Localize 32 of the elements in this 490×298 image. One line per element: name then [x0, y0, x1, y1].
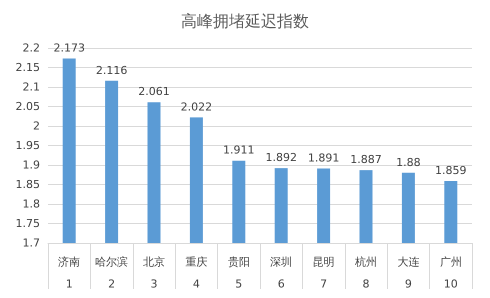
data-label: 2.022: [180, 100, 212, 114]
y-tick-label: 2: [33, 120, 40, 132]
x-tick-label: 贵阳 5: [228, 256, 250, 290]
x-tick-label: 深圳 6: [270, 256, 292, 290]
y-tick-label: 1.8: [22, 198, 40, 210]
data-label: 2.116: [96, 64, 128, 77]
data-label: 1.911: [223, 144, 255, 157]
data-label: 1.892: [265, 151, 297, 164]
data-label: 1.891: [308, 152, 340, 165]
x-tick-label: 哈尔滨 2: [95, 256, 128, 290]
y-tick-label: 1.7: [22, 236, 40, 250]
y-tick-label: 2.05: [16, 100, 40, 113]
data-label: 2.061: [138, 85, 170, 98]
x-tick-label: 北京 3: [143, 256, 165, 290]
chart-title: 高峰拥堵延迟指数: [181, 12, 309, 30]
x-tick-label: 昆明 7: [312, 256, 335, 290]
x-tick-label: 杭州 8: [354, 256, 377, 290]
y-tick-label: 1.85: [16, 178, 40, 191]
y-tick-label: 2.2: [22, 42, 40, 54]
data-label: 1.887: [350, 153, 382, 166]
y-tick-label: 1.75: [16, 217, 40, 230]
x-tick-label: 广州 10: [440, 256, 462, 290]
data-label: 1.88: [396, 156, 421, 169]
data-label: 2.173: [53, 42, 85, 55]
y-tick-label: 2.1: [22, 80, 40, 94]
x-tick-label: 重庆 4: [185, 256, 208, 290]
y-tick-label: 1.95: [16, 139, 40, 152]
data-label: 1.859: [435, 164, 467, 177]
x-tick-label: 济南 1: [58, 256, 80, 290]
y-tick-label: 2.15: [16, 61, 40, 74]
y-tick-label: 1.9: [22, 158, 40, 172]
x-tick-label: 大连 9: [397, 256, 420, 290]
